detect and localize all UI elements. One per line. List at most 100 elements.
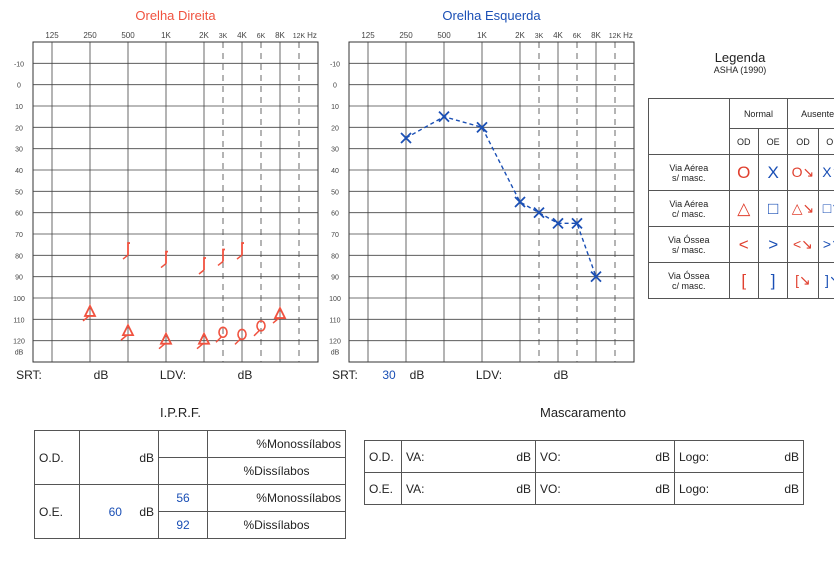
left-db-label: 30 (331, 147, 339, 154)
masking-vo: VO: dB (535, 472, 675, 505)
iprf-pct: 56 (158, 484, 208, 512)
legend-symbol: X↘ (817, 154, 834, 191)
left-point-x (476, 121, 488, 133)
iprf-row: 92 %Dissílabos (35, 511, 346, 539)
legend-symbol: □ (757, 190, 789, 227)
right-point-bracket (165, 250, 168, 264)
masking-logo: Logo: dB (674, 440, 804, 473)
legend-col-oe: OE (757, 128, 789, 155)
legend-group-ausente: Ausente (787, 98, 834, 129)
iprf-row: O.D. dB %Monossílabos (34, 430, 346, 485)
right-point-arrow (236, 254, 243, 260)
legend-symbol: O↘ (787, 154, 819, 191)
iprf-label: %Monossílabos (207, 484, 346, 512)
left-freq-label: Hz (623, 31, 633, 40)
iprf-title: I.P.R.F. (160, 405, 201, 420)
left-title: Orelha Esquerda (442, 8, 541, 23)
left-db-label: 0 (333, 83, 337, 90)
left-ldv-label: LDV: (476, 368, 502, 382)
legend-subtitle: ASHA (1990) (713, 65, 767, 75)
masking-va: VA: dB (401, 472, 536, 505)
masking-row: O.D. VA: dB VO: dB Logo: dB (364, 440, 804, 473)
legend-symbol: > (757, 226, 789, 263)
right-db-label: 30 (15, 147, 23, 154)
left-db-label: 80 (331, 253, 339, 260)
right-point-arrow (253, 330, 260, 337)
left-freq-label: 250 (399, 31, 413, 40)
legend-title: Legenda (714, 50, 766, 65)
legend-col-od-absent: OD (787, 128, 819, 155)
right-point-triangle (121, 323, 135, 337)
iprf-pct: 92 (158, 511, 208, 539)
masking-table: O.D. VA: dB VO: dB Logo: dB O.E. VA: dB VO: d… (364, 440, 804, 505)
left-srt-unit: dB (410, 368, 425, 382)
right-freq-label: 500 (121, 31, 135, 40)
right-point-arrow (122, 254, 129, 260)
right-ldv-label: LDV: (160, 368, 186, 382)
right-ldv-unit: dB (238, 368, 253, 382)
right-freq-label: 6K (257, 33, 266, 40)
masking-row: O.E. VA: dB VO: dB Logo: dB (364, 472, 804, 505)
legend-col-oe-absent: OE (817, 128, 834, 155)
left-series-line (405, 115, 597, 277)
iprf-row: O.E. 60 dB 56 %Monossílabos (34, 484, 346, 539)
iprf-db-cell: 60 dB (79, 484, 159, 539)
right-freq-label: 3K (219, 33, 228, 40)
right-point-circle (237, 328, 247, 341)
left-db-label: 110 (329, 317, 340, 324)
right-point-triangle (273, 306, 287, 319)
right-srt-unit: dB (94, 368, 109, 382)
left-db-label: 50 (331, 189, 339, 196)
legend-symbol: < (728, 226, 759, 263)
right-point-arrow (120, 334, 128, 341)
masking-vo: VO: dB (535, 440, 675, 473)
left-db-label: 10 (331, 104, 339, 111)
left-point-x (590, 271, 602, 283)
masking-va: VA: dB (401, 440, 536, 473)
right-freq-label: Hz (307, 31, 317, 40)
legend-symbol: △↘ (787, 190, 819, 227)
iprf-ear: O.E. (34, 484, 80, 539)
legend-symbol: [↘ (787, 262, 819, 299)
left-point-x (514, 196, 526, 208)
right-freq-label: 2K (199, 31, 209, 40)
left-point-x (552, 217, 564, 229)
left-point-x (438, 111, 450, 123)
legend-row-label: Via Óssea c/ masc. (648, 262, 730, 299)
right-point-triangle (197, 331, 211, 345)
right-db-label: 10 (15, 104, 23, 111)
right-db-label: 90 (15, 275, 23, 282)
right-point-arrow (234, 338, 241, 345)
right-point-triangle (83, 303, 97, 317)
left-db-label: -10 (330, 61, 340, 68)
iprf-label: %Dissílabos (207, 457, 346, 485)
legend-symbol: ]↘ (817, 262, 834, 299)
left-db-label: 20 (331, 125, 339, 132)
right-db-label: 80 (15, 253, 23, 260)
iprf-label: %Dissílabos (207, 511, 346, 539)
right-point-arrow (215, 336, 222, 343)
right-freq-label: 125 (45, 31, 59, 40)
masking-ear: O.D. (364, 440, 402, 473)
right-title: Orelha Direita (135, 8, 216, 23)
right-point-arrow (217, 260, 224, 267)
legend-symbol: [ (728, 262, 759, 299)
right-freq-label: 1K (161, 31, 171, 40)
legend-row-label: Via Óssea s/ masc. (648, 226, 730, 263)
left-srt-label: SRT: (332, 368, 358, 382)
legend-row-label: Via Aérea s/ masc. (648, 154, 730, 191)
left-ldv-unit: dB (554, 368, 569, 382)
right-point-triangle (159, 331, 173, 345)
right-db-label: 70 (15, 232, 23, 239)
iprf-pct (158, 457, 208, 485)
left-point-x (400, 132, 412, 144)
left-point-x (571, 217, 583, 229)
right-point-circle (256, 320, 266, 332)
iprf-ear: O.D. (34, 430, 80, 485)
left-freq-label: 2K (515, 31, 525, 40)
left-db-label: 120 (329, 339, 341, 346)
